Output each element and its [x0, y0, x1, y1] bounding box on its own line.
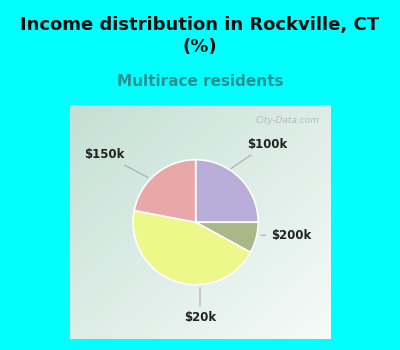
Wedge shape: [134, 160, 196, 222]
Text: $20k: $20k: [184, 288, 216, 324]
Wedge shape: [133, 211, 250, 285]
Wedge shape: [196, 222, 258, 252]
Text: City-Data.com: City-Data.com: [256, 116, 320, 125]
Wedge shape: [196, 160, 258, 222]
Text: Income distribution in Rockville, CT
(%): Income distribution in Rockville, CT (%): [20, 16, 380, 56]
Text: Multirace residents: Multirace residents: [117, 74, 283, 89]
Text: $100k: $100k: [231, 138, 287, 169]
Text: $150k: $150k: [84, 148, 148, 177]
Text: $200k: $200k: [261, 229, 311, 242]
